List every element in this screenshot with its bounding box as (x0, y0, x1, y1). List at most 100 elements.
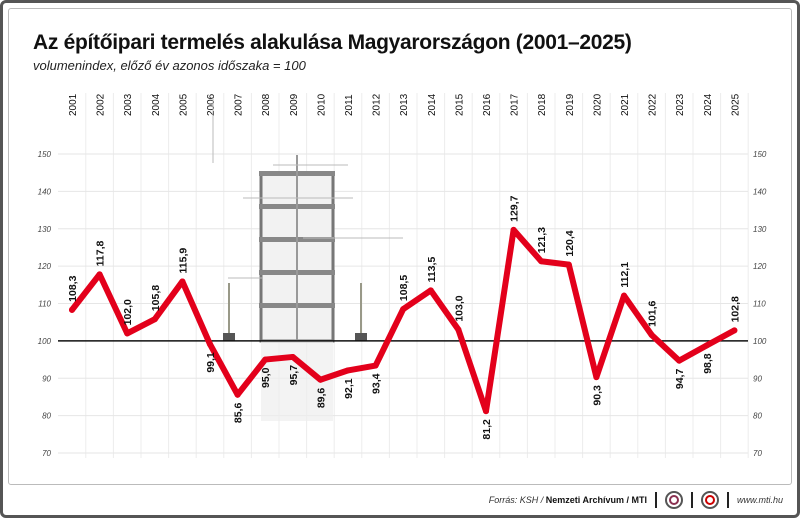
mti-logo-icon (700, 491, 719, 509)
data-point (483, 408, 489, 415)
y-tick-label-left: 120 (38, 262, 52, 271)
data-point (234, 391, 241, 398)
chart-title: Az építőipari termelés alakulása Magyaro… (33, 31, 632, 54)
year-tick-label: 2009 (289, 93, 300, 116)
separator (654, 492, 657, 508)
year-tick-label: 2001 (68, 93, 79, 116)
data-label: 112,1 (619, 262, 631, 288)
archive-logo-icon (664, 491, 683, 509)
year-tick-label: 2002 (96, 93, 107, 116)
data-label: 103,0 (453, 295, 465, 321)
data-label: 94,7 (674, 369, 686, 390)
data-point (179, 278, 186, 285)
year-tick-label: 2006 (206, 93, 217, 116)
data-point (703, 342, 710, 349)
y-tick-label-right: 130 (753, 225, 767, 234)
year-tick-label: 2004 (151, 93, 162, 116)
y-tick-label-left: 110 (38, 300, 51, 309)
data-point (621, 292, 627, 299)
data-label: 95,7 (288, 365, 300, 386)
data-point (345, 367, 351, 374)
y-tick-label-right: 120 (753, 262, 767, 271)
source-text: Forrás: KSH / Nemzeti Archívum / MTI (488, 495, 647, 505)
y-tick-label-right: 140 (753, 187, 767, 196)
data-point (372, 362, 379, 369)
chart-border (8, 8, 792, 485)
y-tick-label-left: 90 (42, 374, 51, 383)
y-tick-label-left: 140 (38, 187, 52, 196)
year-tick-label: 2023 (675, 93, 686, 116)
year-tick-label: 2019 (565, 93, 576, 116)
website-link[interactable]: www.mti.hu (736, 495, 783, 505)
year-tick-label: 2008 (261, 93, 272, 116)
year-tick-label: 2021 (620, 93, 631, 116)
year-tick-label: 2016 (482, 93, 493, 116)
y-tick-label-right: 150 (753, 150, 767, 159)
y-tick-label-right: 110 (753, 300, 766, 309)
data-point (510, 226, 517, 233)
data-label: 120,4 (564, 230, 576, 256)
year-tick-label: 2020 (592, 93, 603, 116)
data-label: 108,3 (67, 275, 79, 301)
data-point (676, 357, 683, 364)
year-tick-label: 2017 (510, 93, 521, 116)
data-label: 81,2 (481, 419, 493, 440)
year-tick-label: 2010 (316, 93, 327, 116)
y-tick-label-left: 80 (42, 412, 51, 421)
data-point (427, 287, 434, 294)
year-tick-label: 2012 (372, 93, 383, 116)
data-label: 102,0 (122, 299, 134, 325)
data-point (69, 306, 75, 313)
data-label: 99,1 (205, 352, 217, 373)
year-tick-label: 2007 (234, 93, 245, 116)
data-point (151, 316, 158, 323)
data-point (400, 306, 407, 313)
chart-subtitle: volumenindex, előző év azonos időszaka =… (33, 58, 306, 73)
y-tick-label-left: 150 (38, 150, 52, 159)
year-tick-label: 2025 (730, 93, 741, 116)
data-label: 113,5 (426, 257, 438, 283)
y-tick-label-right: 80 (753, 412, 762, 421)
year-tick-label: 2018 (537, 93, 548, 116)
line-chart: 2001 2002 2003 2004 2005 2006 2007 2008 2009 2010… (38, 93, 767, 458)
year-tick-label: 2014 (427, 93, 438, 116)
data-point (289, 353, 296, 360)
data-label: 121,3 (536, 227, 548, 253)
footer: Forrás: KSH / Nemzeti Archívum / MTI www… (489, 491, 783, 509)
building-illustration (212, 98, 403, 421)
year-tick-label: 2005 (178, 93, 189, 116)
data-label: 92,1 (343, 378, 355, 399)
data-label: 95,0 (260, 367, 272, 388)
y-tick-label-right: 70 (753, 449, 762, 458)
year-tick-label: 2015 (454, 93, 465, 116)
data-point (207, 341, 213, 348)
separator (726, 492, 729, 508)
data-point (262, 356, 269, 363)
data-point (565, 261, 572, 268)
data-label: 115,9 (177, 248, 189, 274)
data-label: 105,8 (150, 285, 162, 311)
year-tick-label: 2011 (344, 94, 355, 116)
year-tick-label: 2013 (399, 93, 410, 116)
data-point (593, 374, 600, 381)
data-label: 89,6 (315, 388, 327, 409)
data-point (317, 376, 324, 383)
data-label: 117,8 (95, 240, 107, 266)
data-point (455, 326, 462, 333)
data-label: 98,8 (702, 353, 714, 374)
data-point (96, 271, 103, 278)
series-line (69, 226, 738, 415)
data-label: 90,3 (591, 385, 603, 406)
data-label: 101,6 (647, 300, 659, 326)
y-tick-label-left: 100 (38, 337, 52, 346)
y-tick-label-left: 130 (38, 225, 52, 234)
data-label: 108,5 (398, 275, 410, 301)
data-point (538, 258, 545, 265)
y-tick-label-right: 90 (753, 374, 762, 383)
data-point (124, 330, 131, 337)
year-tick-label: 2022 (648, 93, 659, 116)
year-tick-label: 2024 (703, 93, 714, 116)
data-point (648, 331, 655, 338)
data-label: 102,8 (729, 296, 741, 322)
